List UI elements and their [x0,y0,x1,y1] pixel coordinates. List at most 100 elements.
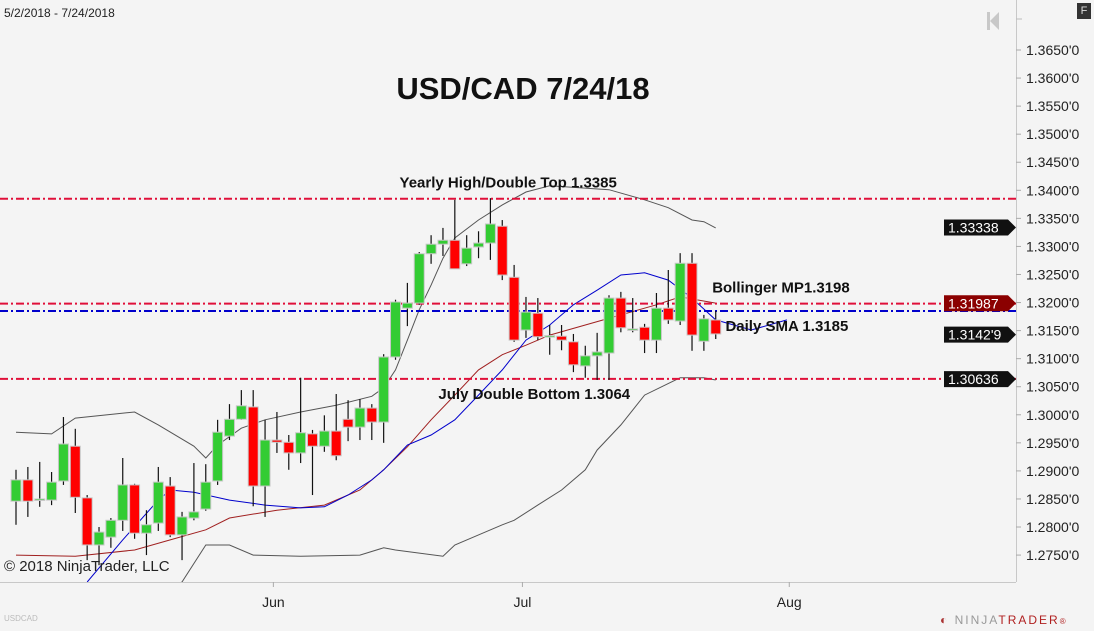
candle [152,466,164,531]
y-tick-label: 1.3250'0 [1026,266,1079,282]
price-marker [944,219,1016,236]
y-tick-label: 1.3550'0 [1026,98,1079,114]
level-label: Daily SMA 1.3185 [725,318,848,335]
candle-body-up [461,247,473,265]
candle-body-up [603,297,615,354]
candle [650,292,662,354]
candle [567,333,579,373]
candle-body-up [93,531,105,546]
candle-body-up [188,511,200,519]
candle-body-up [579,355,591,367]
candle [401,282,413,327]
candle [698,314,710,351]
candle-body-up [698,318,710,342]
candle [484,198,496,260]
candle-body-down [247,406,259,487]
candle-body-down [342,418,354,428]
candle-body-down [129,484,141,534]
plot-area [0,185,1016,582]
candle-body-up [46,481,58,501]
candle-body-down [662,307,674,321]
price-marker-label: 1.33338 [948,219,999,235]
price-marker [944,295,1016,312]
candle-body-up [223,418,235,437]
candle [140,510,152,556]
candle [117,457,129,531]
candle-body-down [307,433,318,447]
candle [710,310,722,340]
y-tick-label: 1.3450'0 [1026,154,1079,170]
candle [81,495,93,561]
candle-body-up [10,479,22,502]
candle-body-up [473,242,485,248]
candle [283,434,295,470]
candle [223,404,235,441]
candle [188,463,200,521]
price-marker-label: 1.30636 [948,371,999,387]
candle-body-up [57,443,69,482]
y-tick-label: 1.3350'0 [1026,210,1079,226]
candle [508,264,520,342]
logo-mark-icon: ◐ [940,613,955,627]
candle-body-down [496,225,508,276]
candle [378,354,390,443]
candle [579,345,591,378]
y-tick-label: 1.3150'0 [1026,323,1079,339]
candle-body-up [591,351,603,357]
candle-body-up [259,439,271,487]
candle-body-up [152,481,164,524]
candle [532,298,544,341]
y-tick-label: 1.3050'0 [1026,379,1079,395]
y-tick-label: 1.3300'0 [1026,238,1079,254]
skip-back-icon[interactable] [985,10,1001,32]
bollinger-upper-line [15,185,716,459]
candle-body-down [271,439,283,443]
f-button[interactable]: F [1077,3,1091,19]
level-label: July Double Bottom 1.3064 [438,386,630,403]
candle [10,469,22,525]
candle [686,253,698,351]
candle-body-up [318,430,330,447]
candle-body-up [295,432,307,454]
candle-body-up [390,301,402,358]
date-range: 5/2/2018 - 7/24/2018 [4,6,115,20]
candle-body-down [69,445,81,498]
candle [437,227,449,256]
candle [366,404,378,441]
candle-body-down [22,479,34,502]
candle [413,252,425,305]
candle [176,511,188,561]
candle [449,199,461,270]
candle-body-up [354,407,366,428]
candle-body-up [212,431,224,482]
candle [105,518,117,548]
chart-title: USD/CAD 7/24/18 [396,71,649,106]
candle [200,464,212,511]
candle [425,235,437,264]
y-tick-label: 1.3650'0 [1026,42,1079,58]
price-marker-label: 1.31987 [948,295,999,311]
candle-body-up [235,405,247,420]
candle-body-up [401,302,413,309]
sma-line [86,272,788,582]
candle-body-up [484,223,496,244]
ninjatrader-logo: ◐ NINJATRADER® [940,613,1068,627]
candle-body-down [710,319,722,335]
candle [615,291,627,333]
candle [603,295,615,380]
candle-body-down [615,297,627,329]
candle [235,390,247,420]
candle [473,231,485,259]
candle [93,527,105,566]
candle-body-up [650,307,662,341]
candle-body-down [508,276,520,341]
y-tick-label: 1.2950'0 [1026,435,1079,451]
candle-body-up [105,519,117,538]
candle [544,324,556,355]
y-tick-label: 1.3100'0 [1026,351,1079,367]
candle-body-up [140,524,152,534]
candle-body-up [34,498,46,501]
candle [129,483,141,539]
candle [496,220,508,281]
